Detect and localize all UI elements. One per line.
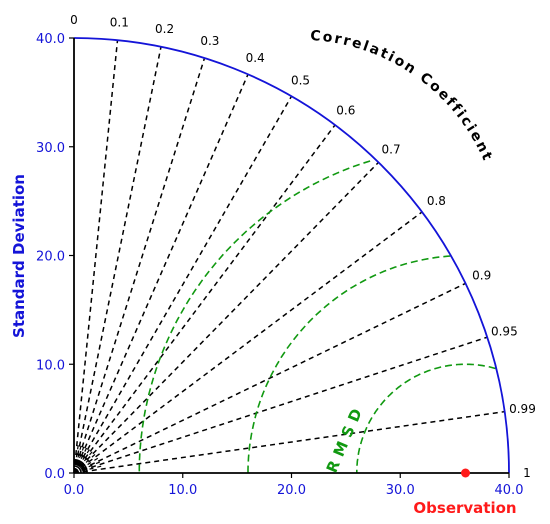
correlation-line bbox=[73, 161, 380, 474]
y-tick-label: 40.0 bbox=[36, 32, 65, 47]
origin-arc bbox=[73, 459, 88, 474]
correlation-tick-label: 0.9 bbox=[472, 269, 491, 283]
correlation-line bbox=[73, 124, 336, 474]
rmsd-contours bbox=[138, 160, 496, 473]
correlation-minor-line bbox=[73, 452, 97, 474]
correlation-labels: 0 0.1 0.2 0.3 0.4 0.5 0.6 0.7 0.8 0.9 0.95 0.99 1 bbox=[70, 13, 536, 480]
correlation-line bbox=[73, 95, 293, 474]
correlation-line bbox=[73, 410, 505, 474]
x-tick-label: 20.0 bbox=[277, 483, 306, 498]
correlation-line bbox=[73, 336, 488, 474]
correlation-tick-label: 0.8 bbox=[427, 194, 446, 208]
correlation-minor-line bbox=[73, 443, 80, 474]
correlation-minor-line bbox=[73, 460, 102, 474]
correlation-line bbox=[73, 46, 162, 474]
correlation-minor-line bbox=[73, 456, 100, 474]
correlation-tick-label: 0.95 bbox=[491, 325, 518, 339]
correlation-tick-label: 0.3 bbox=[200, 34, 219, 48]
correlation-line bbox=[73, 211, 423, 474]
correlation-minor-line bbox=[73, 445, 89, 474]
correlation-tick-label: 0.5 bbox=[291, 74, 310, 88]
x-tick-label: 10.0 bbox=[168, 483, 197, 498]
correlation-tick-label: 0.2 bbox=[155, 22, 174, 36]
y-tick-label: 0.0 bbox=[44, 467, 65, 482]
correlation-tick-label: 1 bbox=[523, 466, 531, 480]
observation-point bbox=[461, 468, 470, 478]
outer-arc bbox=[73, 37, 510, 474]
correlation-title: Correlation Coefficient bbox=[310, 28, 496, 165]
correlation-tick-label: 0.4 bbox=[246, 51, 265, 65]
tick-labels: 0.00.0 10.0 10.0 20.0 20.0 30.0 30.0 40.0 40.0 bbox=[36, 32, 523, 498]
observation-layer bbox=[461, 468, 470, 478]
correlation-minor-line bbox=[73, 465, 104, 474]
y-tick-label: 20.0 bbox=[36, 250, 65, 265]
correlation-tick-label: 0 bbox=[70, 13, 78, 27]
y-tick-label: 10.0 bbox=[36, 358, 65, 373]
correlation-lines bbox=[73, 40, 505, 474]
rmsd-label: RMSD bbox=[323, 401, 368, 476]
correlation-minor-line bbox=[73, 447, 92, 474]
correlation-minor-line bbox=[73, 444, 86, 474]
correlation-minor-line bbox=[73, 449, 94, 474]
correlation-title-path: Correlation Coefficient bbox=[310, 28, 494, 165]
correlation-tick-label: 0.1 bbox=[110, 15, 129, 29]
y-axis-label: Standard Deviation bbox=[10, 174, 28, 338]
correlation-line bbox=[73, 40, 119, 474]
x-tick-label: 40.0 bbox=[495, 483, 524, 498]
y-tick-label: 30.0 bbox=[36, 141, 65, 156]
rmsd-contour bbox=[138, 160, 371, 473]
correlation-line bbox=[73, 282, 466, 474]
x-tick-label: 0.0 bbox=[64, 483, 85, 498]
correlation-tick-label: 0.7 bbox=[382, 142, 401, 156]
x-tick-label: 30.0 bbox=[386, 483, 415, 498]
x-axis-label: Observation bbox=[413, 499, 516, 517]
correlation-line bbox=[73, 74, 249, 474]
correlation-minor-line bbox=[73, 443, 83, 474]
correlation-tick-label: 0.99 bbox=[509, 402, 536, 416]
correlation-tick-label: 0.6 bbox=[336, 104, 355, 118]
correlation-line bbox=[73, 57, 206, 474]
rmsd-contour bbox=[356, 363, 496, 473]
